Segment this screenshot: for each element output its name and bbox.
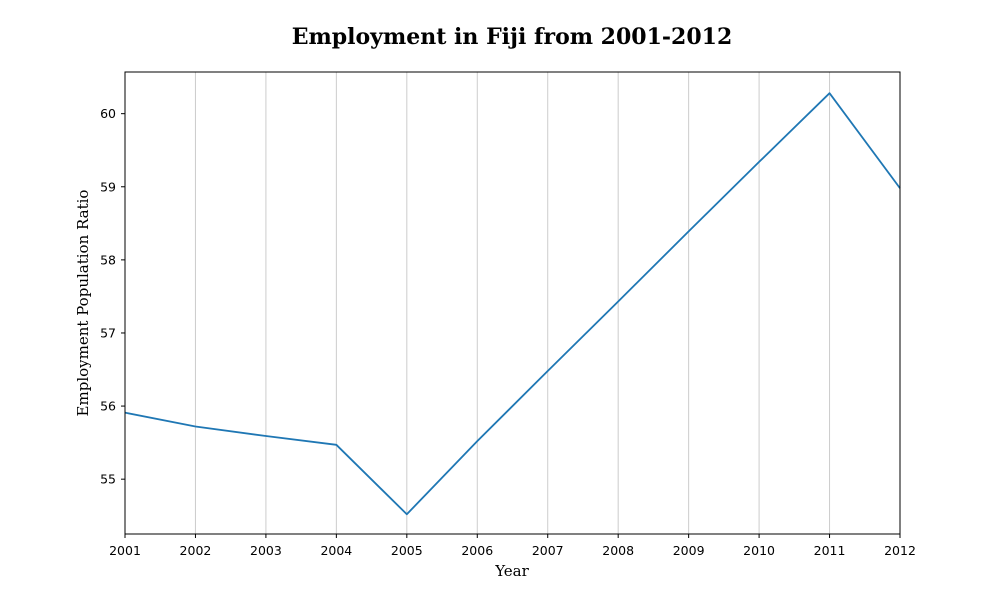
y-tick-label: 56 xyxy=(100,399,116,414)
x-tick-label: 2002 xyxy=(180,543,212,558)
x-tick-label: 2004 xyxy=(320,543,352,558)
y-tick-label: 60 xyxy=(100,106,116,121)
y-axis-label: Employment Population Ratio xyxy=(74,190,92,417)
y-tick-label: 59 xyxy=(100,179,116,194)
x-tick-label: 2006 xyxy=(461,543,493,558)
x-axis-ticks: 2001 2002 2003 2004 2005 2006 2007 2008 2009 2010… xyxy=(109,534,916,558)
x-tick-label: 2011 xyxy=(814,543,846,558)
y-tick-label: 57 xyxy=(100,325,116,340)
plot-frame xyxy=(124,71,901,535)
x-tick-label: 2005 xyxy=(391,543,423,558)
x-tick-label: 2008 xyxy=(602,543,634,558)
series-layer xyxy=(124,92,901,516)
y-tick-label: 55 xyxy=(100,472,116,487)
y-tick-label: 58 xyxy=(100,252,116,267)
x-tick-label: 2012 xyxy=(884,543,916,558)
chart-title: Employment in Fiji from 2001-2012 xyxy=(292,24,733,50)
grid-lines xyxy=(124,72,901,534)
series-line-0 xyxy=(124,92,901,516)
x-tick-label: 2001 xyxy=(109,543,141,558)
x-tick-label: 2010 xyxy=(743,543,775,558)
x-tick-label: 2009 xyxy=(673,543,705,558)
y-axis-ticks: 55 56 57 58 59 60 xyxy=(100,106,125,487)
x-tick-label: 2003 xyxy=(250,543,282,558)
x-tick-label: 2007 xyxy=(532,543,564,558)
x-axis-label: Year xyxy=(494,562,529,580)
